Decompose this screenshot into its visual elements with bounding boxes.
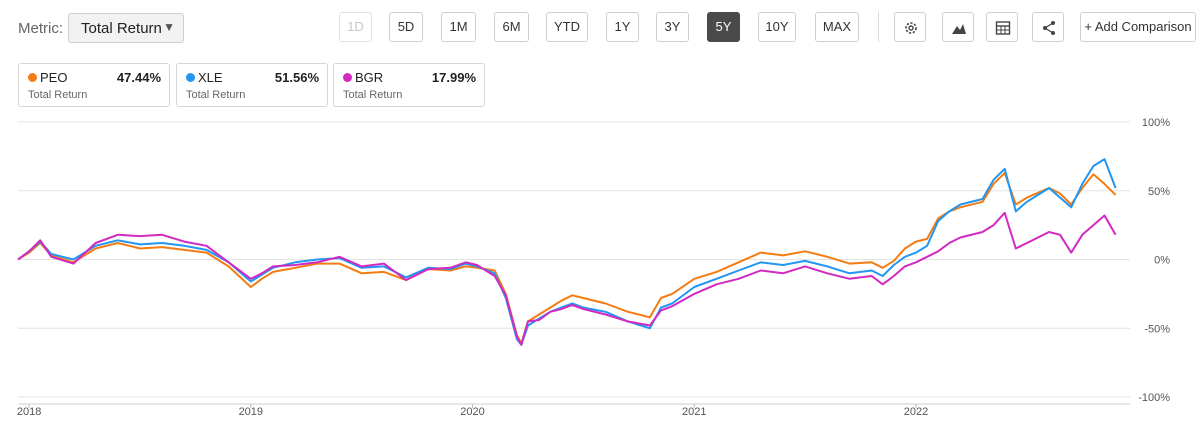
- share-icon: [1043, 21, 1055, 35]
- series-color-dot: [186, 73, 195, 82]
- mountain-chart-icon: [952, 24, 966, 34]
- legend-card-xle[interactable]: XLE 51.56% Total Return: [176, 63, 328, 107]
- gear-icon: [905, 22, 917, 34]
- legend-ticker: XLE: [198, 70, 223, 85]
- range-button-3y[interactable]: 3Y: [656, 12, 689, 42]
- series-line-peo: [17, 171, 1117, 345]
- x-tick-label: 2018: [17, 406, 41, 418]
- metric-select[interactable]: Total Return ▼: [68, 13, 184, 43]
- y-tick-label: 0%: [1154, 255, 1170, 267]
- series-line-xle: [17, 158, 1117, 346]
- legend-return-value: 17.99%: [431, 70, 476, 85]
- range-button-5y[interactable]: 5Y: [707, 12, 740, 42]
- metric-label: Metric:: [18, 20, 63, 37]
- legend-return-value: 51.56%: [274, 70, 319, 85]
- range-button-max[interactable]: MAX: [815, 12, 859, 42]
- y-tick-label: -100%: [1138, 392, 1170, 404]
- settings-button[interactable]: [894, 12, 926, 42]
- y-tick-label: 50%: [1148, 186, 1170, 198]
- chevron-down-icon: ▼: [163, 20, 175, 34]
- range-button-ytd[interactable]: YTD: [546, 12, 588, 42]
- legend-subtitle: Total Return: [343, 89, 403, 101]
- range-button-1y[interactable]: 1Y: [606, 12, 639, 42]
- range-button-1d[interactable]: 1D: [339, 12, 372, 42]
- legend-ticker: BGR: [355, 70, 384, 85]
- toolbar: Metric: Total Return ▼ 1D 5D 1M 6M YTD 1…: [0, 0, 1201, 56]
- range-button-1m[interactable]: 1M: [441, 12, 476, 42]
- x-tick-label: 2021: [682, 406, 706, 418]
- series-color-dot: [28, 73, 37, 82]
- legend-ticker: PEO: [40, 70, 68, 85]
- chart-type-button[interactable]: [942, 12, 974, 42]
- table-view-button[interactable]: [986, 12, 1018, 42]
- series-line-bgr: [17, 211, 1117, 346]
- range-button-6m[interactable]: 6M: [494, 12, 529, 42]
- legend-card-bgr[interactable]: BGR 17.99% Total Return: [333, 63, 485, 107]
- x-tick-label: 2022: [904, 406, 928, 418]
- range-button-10y[interactable]: 10Y: [758, 12, 796, 42]
- metric-select-value: Total Return: [81, 20, 162, 37]
- y-tick-label: -50%: [1144, 323, 1170, 335]
- table-icon: [995, 21, 1011, 35]
- range-button-5d[interactable]: 5D: [389, 12, 423, 42]
- x-tick-label: 2020: [460, 406, 484, 418]
- x-tick-label: 2019: [239, 406, 263, 418]
- legend-card-peo[interactable]: PEO 47.44% Total Return: [18, 63, 170, 107]
- legend-return-value: 47.44%: [116, 70, 161, 85]
- toolbar-divider: [878, 12, 879, 42]
- legend-subtitle: Total Return: [28, 89, 88, 101]
- legend-subtitle: Total Return: [186, 89, 246, 101]
- share-button[interactable]: [1032, 12, 1064, 42]
- series-color-dot: [343, 73, 352, 82]
- y-tick-label: 100%: [1142, 117, 1170, 129]
- add-comparison-button[interactable]: + Add Comparison: [1080, 12, 1196, 42]
